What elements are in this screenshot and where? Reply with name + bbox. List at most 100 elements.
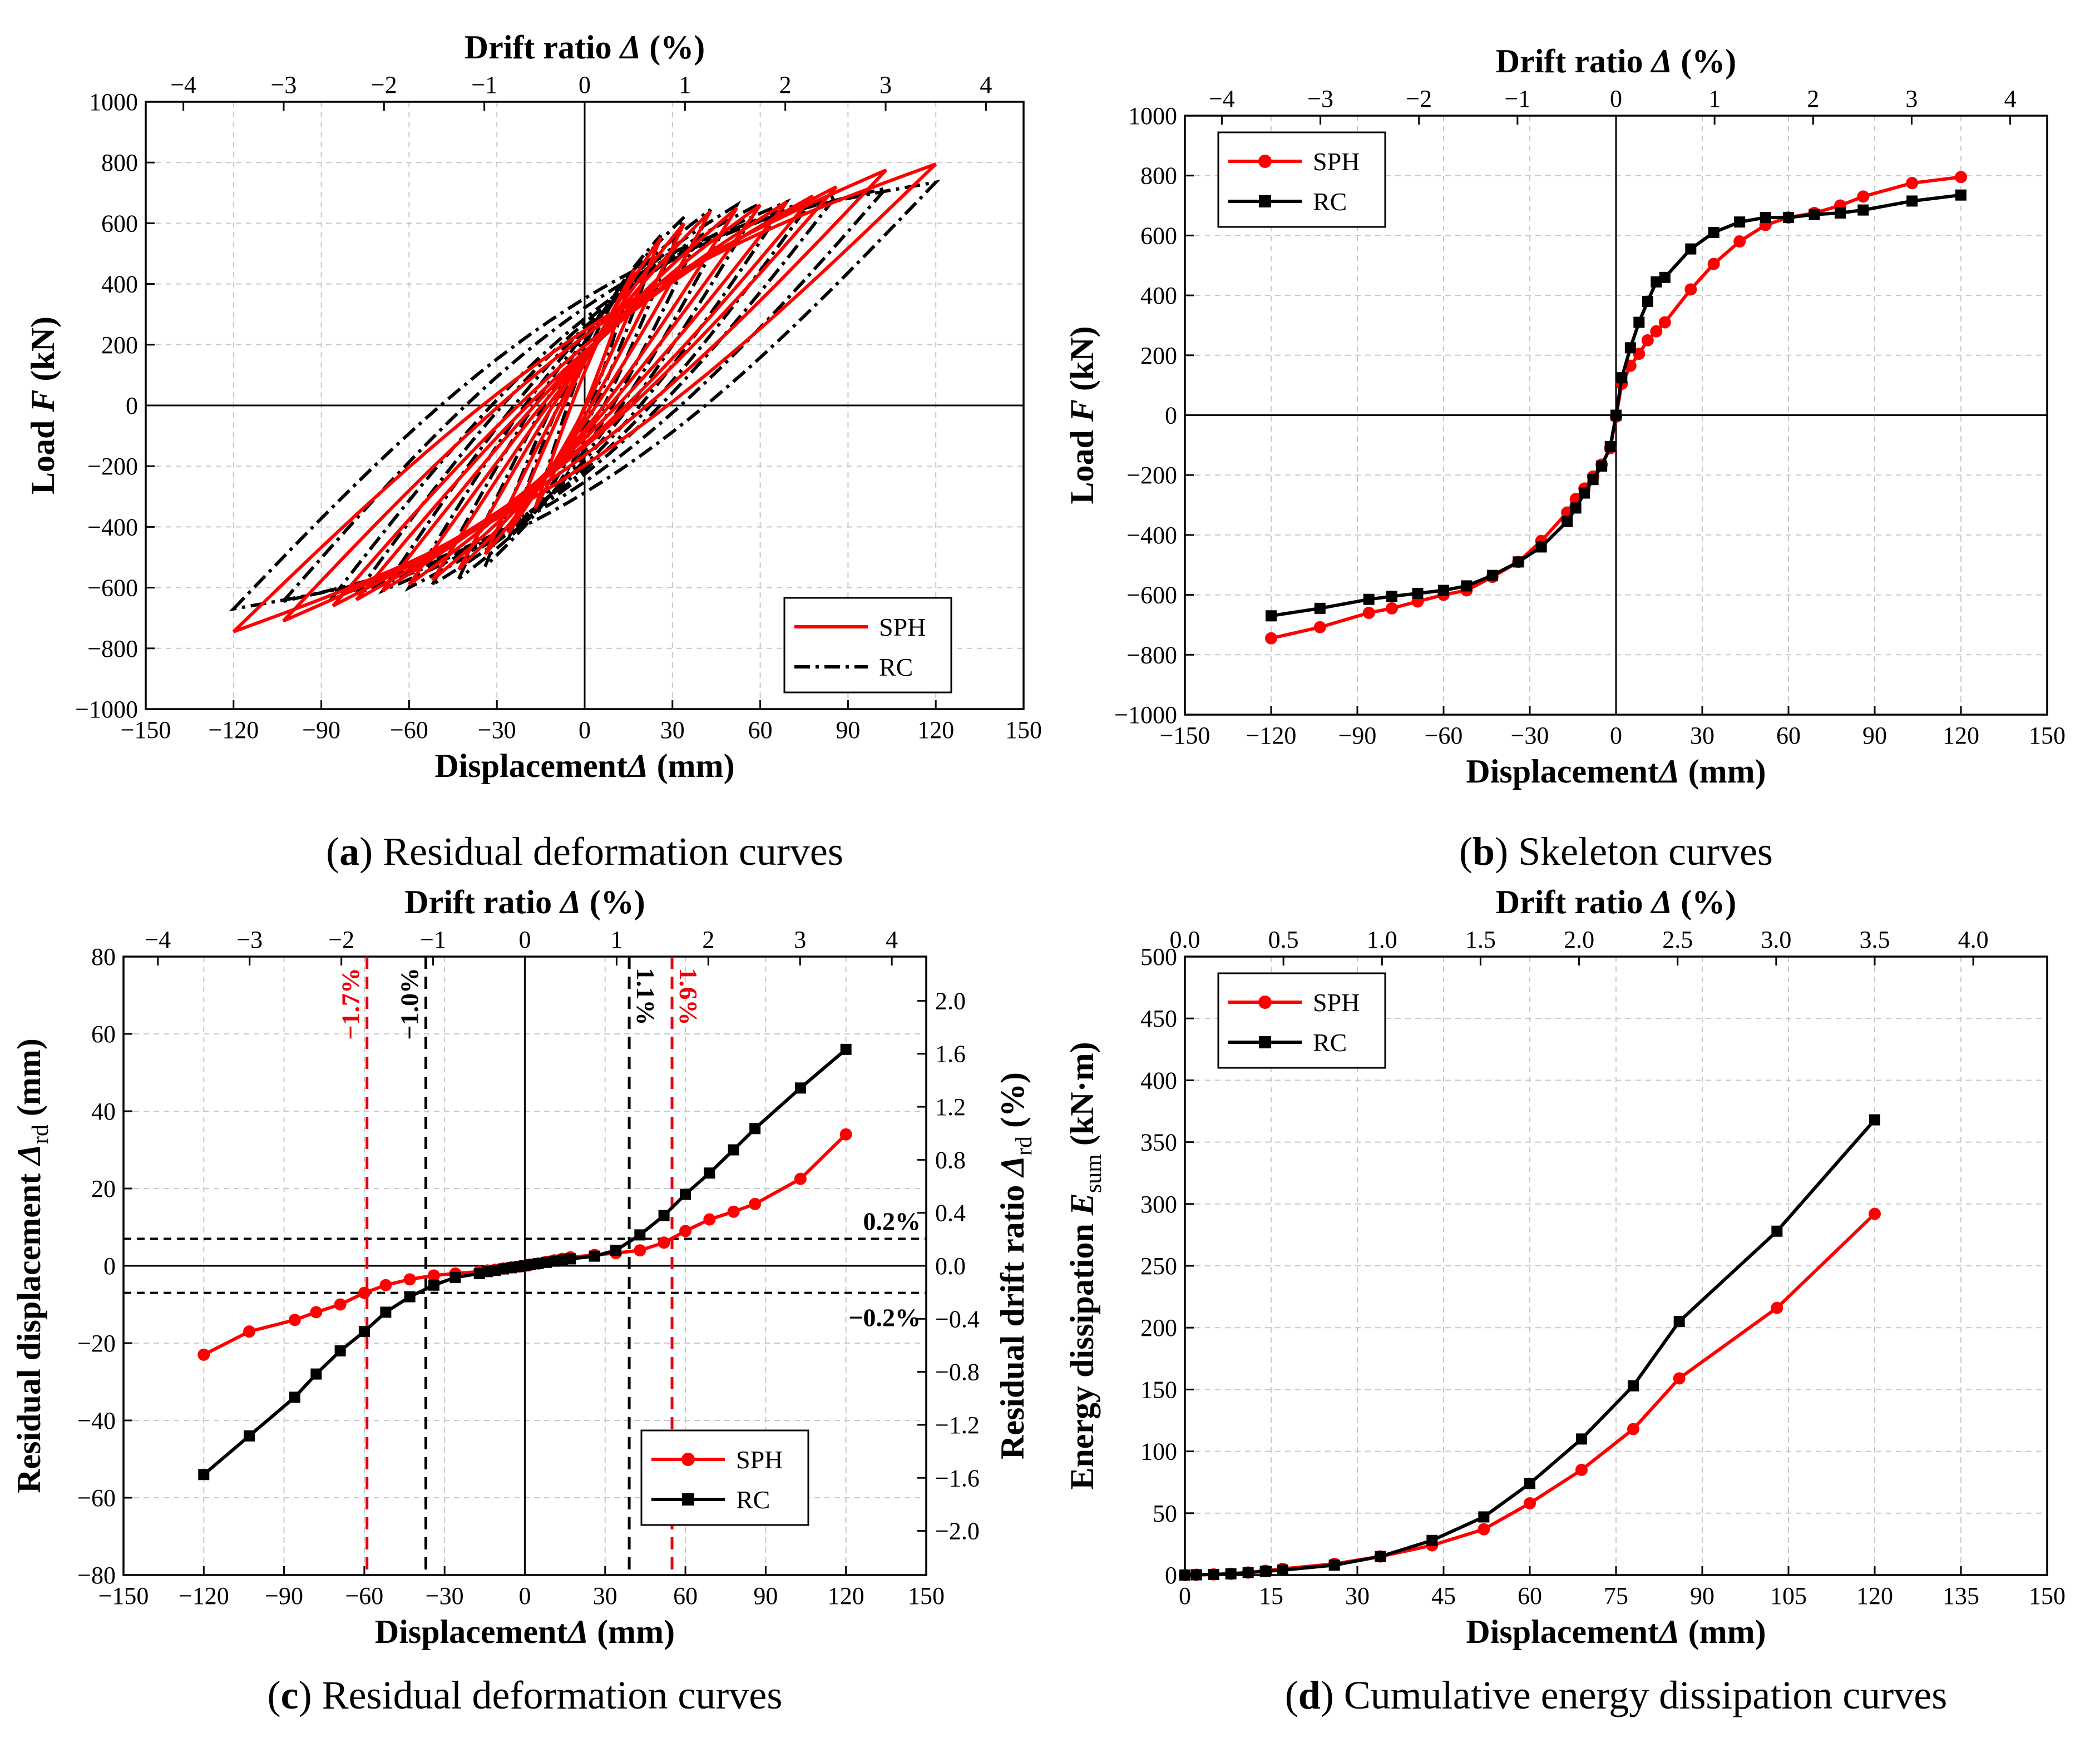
y-axis-title: Residual displacement Δrd (mm) (11, 1038, 53, 1493)
x-tick-label: 15 (1259, 1582, 1283, 1610)
data-point-rc (1478, 1511, 1490, 1523)
data-point-sph (1265, 632, 1277, 645)
top-tick-label: −1 (1504, 85, 1530, 112)
x-tick-label: 135 (1943, 1582, 1979, 1610)
data-point-rc (1659, 271, 1671, 283)
top-tick-label: −2 (328, 926, 354, 953)
y-tick-label: −200 (1126, 462, 1177, 489)
y-tick-label: 1000 (89, 88, 138, 116)
x-axis-title-unit: (mm) (649, 747, 735, 784)
data-point-sph (1641, 334, 1654, 346)
y-tick-label: 20 (91, 1175, 116, 1202)
data-point-rc (1596, 461, 1608, 472)
data-point-rc (610, 1245, 622, 1256)
x-tick-label: 60 (1518, 1582, 1542, 1610)
x-tick-label: 120 (917, 716, 954, 744)
data-point-rc (1610, 409, 1622, 421)
x-axis-title: DisplacementΔ (mm) (434, 747, 734, 784)
x-axis-title-symbol: Δ (567, 1613, 589, 1650)
y-tick-label: 1000 (1128, 102, 1177, 130)
y-tick-label: 0 (126, 392, 138, 419)
legend-box (783, 597, 952, 694)
data-point-sph (634, 1244, 646, 1257)
x-tick-label: −30 (426, 1582, 464, 1610)
x-tick-label: 120 (828, 1582, 864, 1610)
x-tick-label: −90 (265, 1582, 303, 1610)
data-point-rc (749, 1123, 761, 1135)
data-point-rc (1242, 1567, 1254, 1578)
top-axis-title-text: Drift ratio (404, 884, 560, 920)
data-point-rc (1651, 276, 1662, 288)
panel-a: −150 −120 −90 −60 −30 0 30 60 90 120 150−1000−800−… (24, 29, 1042, 874)
panel-caption: (b) Skeleton curves (1459, 829, 1773, 874)
y-tick-label: 150 (1140, 1376, 1177, 1403)
y-tick-label: −800 (87, 635, 138, 662)
legend: SPH RC (1217, 131, 1386, 228)
y-tick-label: 600 (1140, 222, 1177, 249)
x-axis-title-text: Displacement (375, 1613, 568, 1650)
x-tick-label: 0 (1179, 1582, 1191, 1610)
data-point-rc (1363, 593, 1375, 605)
data-point-rc (1386, 591, 1397, 602)
legend-marker-rc (1259, 195, 1271, 207)
data-point-rc (428, 1279, 439, 1291)
legend: SPH RC (640, 1429, 809, 1526)
data-point-rc (334, 1345, 346, 1356)
top-axis-title-unit: (%) (1672, 43, 1736, 80)
x-tick-label: 90 (753, 1582, 778, 1610)
data-point-rc (1734, 216, 1746, 228)
data-point-rc (1955, 189, 1966, 201)
top-tick-label: −2 (1406, 85, 1432, 112)
y2-tick-label: 1.6 (935, 1041, 966, 1068)
data-point-rc (1266, 610, 1277, 622)
data-point-sph (703, 1213, 716, 1226)
data-point-rc (244, 1430, 255, 1442)
ref-line-label: −0.2% (848, 1304, 921, 1332)
x-tick-label: 45 (1431, 1582, 1456, 1610)
top-tick-label: 0 (519, 926, 531, 953)
legend: SPH RC (783, 597, 952, 694)
y-tick-label: 0 (1165, 402, 1177, 429)
y-tick-label: 500 (1140, 943, 1177, 970)
y2-axis-title-subscript: rd (1011, 1136, 1037, 1156)
legend-marker-sph (1258, 996, 1272, 1009)
data-point-sph (1771, 1301, 1783, 1314)
top-tick-label: 0.5 (1268, 926, 1299, 953)
hysteresis-loop-sph (232, 162, 937, 633)
y-tick-label: 50 (1153, 1500, 1177, 1527)
x-axis-title-unit: (mm) (1680, 753, 1766, 790)
y2-tick-label: 0.0 (935, 1252, 966, 1280)
x-tick-label: −120 (208, 716, 259, 744)
top-tick-label: −3 (271, 71, 297, 98)
ref-line-label: 0.2% (863, 1207, 921, 1235)
y-tick-label: 200 (1140, 1314, 1177, 1341)
y-axis-title-unit: (mm) (11, 1038, 47, 1125)
caption-letter: b (1473, 829, 1495, 874)
top-tick-label: 4 (2004, 85, 2017, 112)
caption-text: Cumulative energy dissipation curves (1334, 1673, 1947, 1717)
x-tick-label: 120 (1856, 1582, 1893, 1610)
y-axis-title: Load F (kN) (1064, 326, 1100, 504)
data-point-sph (310, 1306, 323, 1319)
caption-open: ( (1459, 829, 1473, 874)
caption-text: Residual deformation curves (373, 829, 843, 874)
top-tick-label: −1 (420, 926, 446, 953)
data-point-rc (1869, 1114, 1880, 1126)
data-point-rc (404, 1291, 416, 1303)
x-tick-label: 150 (1005, 716, 1042, 744)
data-point-rc (1438, 585, 1449, 596)
data-point-rc (1277, 1564, 1288, 1576)
x-tick-label: −150 (1160, 722, 1210, 749)
y-tick-label: 400 (101, 271, 138, 298)
y2-axis-title-text: Residual drift ratio (994, 1177, 1031, 1459)
caption-letter: a (339, 829, 359, 874)
hysteresis-loop-rc (404, 199, 765, 592)
data-point-sph (794, 1172, 807, 1185)
y2-tick-label: −0.4 (935, 1305, 980, 1333)
top-axis-title-symbol: Δ (1651, 884, 1673, 920)
x-axis-title-symbol: Δ (1658, 753, 1680, 790)
data-point-rc (1771, 1225, 1783, 1237)
top-tick-label: 1.0 (1367, 926, 1397, 953)
y-axis-title-text: Load (24, 412, 61, 494)
threshold-label: −1.7% (337, 968, 365, 1040)
